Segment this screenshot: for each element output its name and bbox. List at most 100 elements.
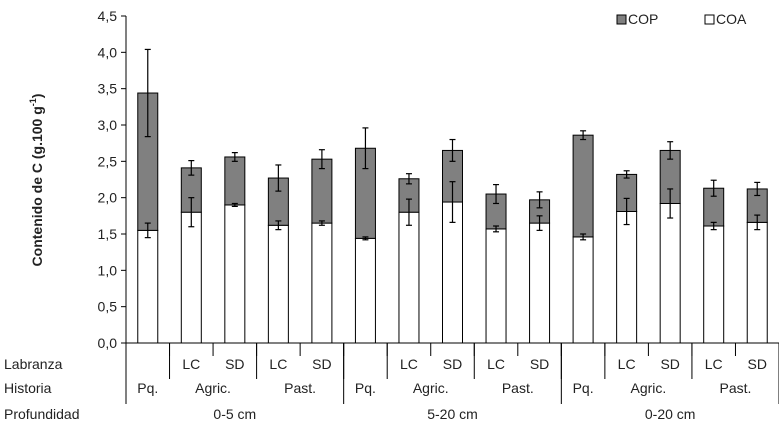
category-row-label: Profundidad [4, 406, 80, 422]
bar-coa [485, 228, 507, 344]
legend-label: COP [628, 11, 658, 27]
y-axis-ticks: 0,0 0,5 1,0 1,5 2,0 2,5 3,0 3,5 4,0 4,5 [98, 8, 126, 351]
y-axis-title: Contenido de C (g.100 g-1) [28, 94, 45, 267]
y-axis-title-main: Contenido de C (g.100 g [29, 106, 45, 266]
labranza-label: SD [660, 356, 679, 372]
legend-swatch [616, 14, 627, 25]
bar-coa [180, 211, 202, 344]
y-tick-label: 2,0 [98, 190, 118, 206]
error-bar-coa [710, 221, 717, 231]
legend-label: COA [716, 11, 747, 27]
error-bar-cop [536, 191, 543, 209]
y-axis-title-close: ) [29, 94, 45, 99]
y-tick-label: 4,0 [98, 44, 118, 60]
labranza-label: SD [443, 356, 462, 372]
legend-item: COA [704, 11, 747, 27]
profundidad-label: 0-5 cm [213, 406, 256, 422]
category-row-label: Historia [4, 380, 52, 396]
category-rows: Labranza LC SD LC SD LC SD LC SD LC SD LC SD Historia… [4, 343, 779, 422]
bar-coa [398, 211, 420, 344]
error-bar-coa [362, 236, 369, 241]
bar-coa [703, 225, 725, 344]
error-bar-cop [405, 173, 412, 185]
bar-coa [137, 229, 159, 344]
error-bar-coa [536, 215, 543, 231]
labranza-label: SD [530, 356, 549, 372]
y-tick-label: 2,5 [98, 153, 118, 169]
bar-coa [572, 236, 594, 344]
y-tick-label: 0,0 [98, 335, 118, 351]
profundidad-label: 5-20 cm [427, 406, 478, 422]
error-bar-cop [667, 141, 674, 160]
y-tick-label: 0,5 [98, 299, 118, 315]
error-bar-cop [318, 149, 325, 170]
bar-coa [311, 222, 333, 344]
historia-label: Pq. [573, 380, 594, 396]
error-bar-coa [580, 233, 587, 241]
bar-coa [354, 237, 376, 344]
labranza-label: SD [312, 356, 331, 372]
bar-coa [746, 221, 768, 344]
profundidad-label: 0-20 cm [645, 406, 696, 422]
labranza-label: LC [182, 356, 200, 372]
error-bar-coa [405, 198, 412, 226]
y-tick-label: 4,5 [98, 8, 118, 24]
error-bar-coa [275, 220, 282, 231]
historia-label: Agric. [631, 380, 667, 396]
bar-coa [224, 204, 246, 344]
bar-cop [572, 134, 594, 238]
labranza-label: LC [487, 356, 505, 372]
error-bar-cop [754, 181, 761, 197]
legend-swatch [704, 14, 715, 25]
error-bar-cop [362, 127, 369, 170]
error-bar-coa [231, 202, 238, 207]
historia-label: Agric. [413, 380, 449, 396]
error-bar-cop [231, 152, 238, 162]
bar-coa [616, 210, 638, 344]
labranza-label: LC [269, 356, 287, 372]
bar-coa [267, 224, 289, 344]
error-bar-coa [667, 188, 674, 219]
axes-layer [125, 16, 779, 344]
y-axis-title-sup: -1 [28, 98, 38, 106]
error-bar-coa [188, 197, 195, 228]
error-bar-coa [144, 222, 151, 239]
error-bar-cop [449, 138, 456, 162]
legend: COP COA [616, 11, 747, 27]
historia-label: Agric. [195, 380, 231, 396]
error-bar-cop [144, 48, 151, 138]
legend-item: COP [616, 11, 658, 27]
historia-label: Pq. [137, 380, 158, 396]
labranza-label: SD [225, 356, 244, 372]
y-tick-label: 1,0 [98, 262, 118, 278]
error-bar-cop [623, 170, 630, 179]
error-bar-cop [580, 130, 587, 141]
labranza-label: LC [400, 356, 418, 372]
error-bar-coa [493, 225, 500, 233]
error-bar-cop [710, 179, 717, 197]
bar-coa [659, 202, 681, 344]
historia-label: Pq. [355, 380, 376, 396]
historia-label: Past. [720, 380, 752, 396]
y-axis-title-text: Contenido de C (g.100 g-1) [28, 94, 45, 267]
bar-cop [224, 156, 246, 206]
labranza-label: LC [705, 356, 723, 372]
y-tick-label: 3,0 [98, 117, 118, 133]
error-bar-cop [493, 183, 500, 205]
error-bar-coa [449, 181, 456, 223]
error-bar-cop [188, 160, 195, 176]
bar-coa [529, 222, 551, 344]
historia-label: Past. [502, 380, 534, 396]
error-bar-coa [754, 214, 761, 231]
bars-layer [137, 48, 768, 344]
error-bar-coa [318, 220, 325, 226]
category-row-label: Labranza [4, 356, 63, 372]
labranza-label: LC [618, 356, 636, 372]
labranza-label: SD [748, 356, 767, 372]
y-tick-label: 3,5 [98, 81, 118, 97]
error-bar-cop [275, 164, 282, 192]
bar-coa [442, 201, 463, 344]
historia-label: Past. [284, 380, 316, 396]
y-tick-label: 1,5 [98, 226, 118, 242]
